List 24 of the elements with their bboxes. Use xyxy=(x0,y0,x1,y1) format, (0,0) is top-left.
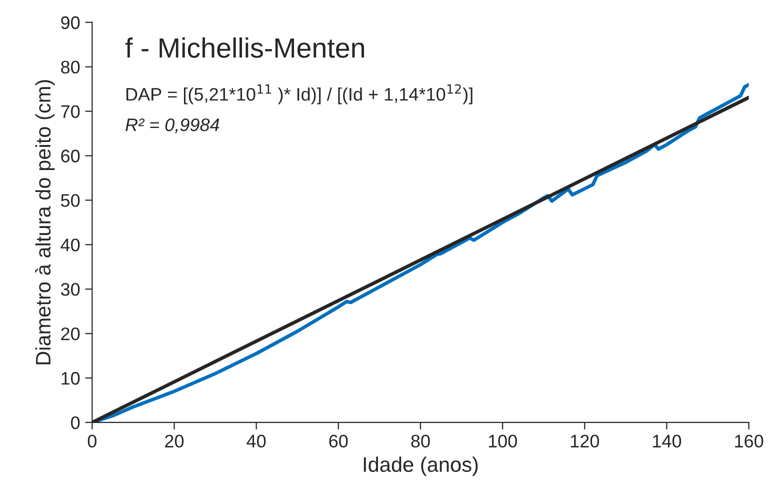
x-tick-label: 20 xyxy=(165,434,184,448)
x-tick-label: 0 xyxy=(88,434,96,448)
x-tick-label: 160 xyxy=(735,434,764,448)
y-tick-label: 50 xyxy=(60,194,80,207)
y-tick-label: 90 xyxy=(61,16,80,30)
y-tick-label: 40 xyxy=(60,238,80,252)
annotation: f - Michellis-Menten xyxy=(125,37,364,58)
y-axis-title: Diametro à altura do peito (cm) xyxy=(35,80,55,364)
annotation: R² = 0,9984 xyxy=(126,118,220,134)
y-tick-label: 60 xyxy=(61,150,80,162)
x-tick-label: 120 xyxy=(570,434,599,448)
y-tick-label: 70 xyxy=(61,105,80,118)
y-tick-label: 20 xyxy=(61,327,80,340)
y-tick-label: 10 xyxy=(62,372,80,385)
y-tick-label: 0 xyxy=(71,416,80,430)
x-tick-label: 80 xyxy=(411,434,430,448)
y-tick-label: 80 xyxy=(61,60,80,74)
annotation: DAP = [(5,21*10$^{11}$ )* Id)] / [(Id + 1,14*10$^{12}$)] xyxy=(126,84,472,104)
x-tick-label: 40 xyxy=(246,434,266,448)
x-tick-label: 60 xyxy=(329,434,348,448)
x-tick-label: 100 xyxy=(488,434,517,448)
x-axis-title: Idade (anos) xyxy=(364,456,478,476)
y-tick-label: 30 xyxy=(60,283,80,296)
x-tick-label: 140 xyxy=(653,434,682,448)
